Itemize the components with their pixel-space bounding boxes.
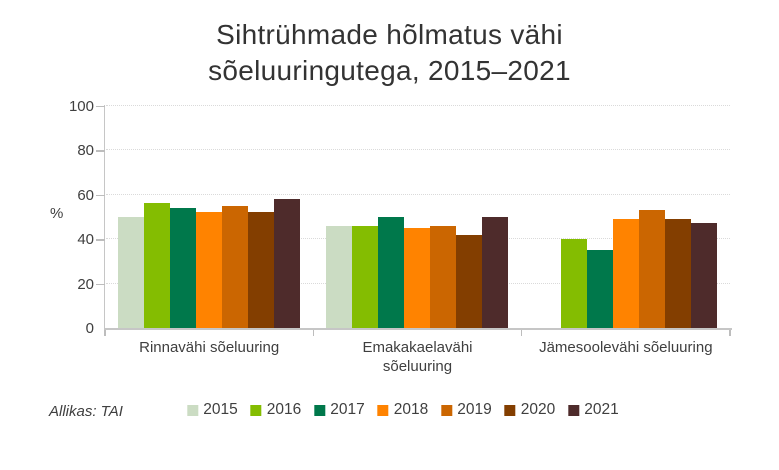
- legend-swatch-2016: [250, 404, 262, 416]
- legend-item-2021: 2021: [568, 401, 619, 419]
- bar-2021: [482, 216, 509, 328]
- bar-group-1: [105, 106, 313, 328]
- legend-item-2019: 2019: [441, 401, 492, 419]
- x-category-label-2: Emakakaelavähi sõeluuring: [362, 339, 473, 375]
- y-tick-label-60: 60: [77, 186, 94, 204]
- legend-label-2018: 2018: [393, 401, 429, 418]
- x-category-label-1: Rinnavähi sõeluuring: [139, 339, 280, 356]
- bar-2019: [222, 205, 249, 328]
- legend-swatch-2018: [377, 404, 389, 416]
- legend-swatch-2019: [441, 404, 453, 416]
- bar-2020: [248, 212, 275, 328]
- bar-2021: [690, 223, 717, 328]
- gridline-100: [106, 104, 730, 106]
- x-axis-line: [103, 328, 732, 331]
- chart-title-line1: Sihtrühmade hõlmatus vähi: [216, 19, 563, 50]
- legend-item-2017: 2017: [314, 401, 365, 419]
- legend-label-2020: 2020: [520, 401, 556, 418]
- bar-2017: [586, 250, 613, 328]
- legend-swatch-2015: [187, 404, 199, 416]
- bar-2019: [430, 225, 457, 328]
- x-tick-2: [520, 330, 523, 336]
- x-tick-1: [312, 330, 315, 336]
- legend-item-2015: 2015: [187, 401, 238, 419]
- y-tick-label-40: 40: [77, 231, 94, 249]
- chart-title-line2: sõeluuringutega, 2015–2021: [208, 55, 571, 86]
- legend-item-2018: 2018: [377, 401, 429, 419]
- legend-label-2015: 2015: [203, 401, 238, 418]
- gridline-80: [106, 149, 730, 150]
- y-tick-80: [96, 150, 105, 152]
- x-axis-labels: Rinnavähi sõeluuring Emakakaelavähi sõelu…: [105, 338, 730, 376]
- chart-title: Sihtrühmade hõlmatus vähi sõeluuringuteg…: [0, 17, 779, 89]
- legend-label-2017: 2017: [330, 401, 365, 418]
- y-tick-label-0: 0: [85, 320, 94, 338]
- x-tick-0: [104, 330, 106, 336]
- bar-group-2: [313, 106, 521, 328]
- bar-2017: [378, 216, 405, 328]
- bar-2016: [560, 239, 587, 328]
- legend-swatch-2017: [314, 404, 326, 416]
- bar-2018: [404, 227, 431, 328]
- bar-2017: [170, 207, 197, 328]
- bars-row: [105, 106, 730, 328]
- legend-swatch-2020: [504, 404, 516, 416]
- bar-2020: [456, 234, 483, 328]
- bar-2021: [274, 198, 301, 328]
- legend-label-2016: 2016: [266, 401, 302, 418]
- x-tick-3: [729, 330, 731, 336]
- legend: 2015 2016 2017 2018 2019 2020 2021: [187, 401, 619, 419]
- legend-item-2016: 2016: [250, 401, 302, 419]
- bar-2018: [196, 212, 223, 328]
- gridline-60: [106, 193, 730, 195]
- legend-label-2019: 2019: [457, 401, 492, 418]
- bar-group-3: [522, 106, 730, 328]
- y-tick-20: [96, 283, 105, 286]
- y-tick-60: [96, 194, 105, 197]
- x-category-label-3: Jämesoolevähi sõeluuring: [539, 339, 713, 356]
- bar-2016: [144, 203, 171, 328]
- y-tick-label-100: 100: [68, 97, 94, 115]
- y-tick-label-80: 80: [77, 142, 94, 160]
- bar-2018: [612, 218, 639, 328]
- legend-label-2021: 2021: [584, 401, 619, 418]
- legend-item-2020: 2020: [504, 401, 556, 419]
- bar-2016: [352, 225, 379, 328]
- y-tick-100: [96, 105, 105, 108]
- legend-swatch-2021: [568, 404, 580, 416]
- bar-2019: [638, 210, 665, 328]
- source-note: Allikas: TAI: [49, 403, 123, 420]
- y-axis-line: [103, 105, 106, 330]
- bar-2020: [664, 218, 691, 328]
- bar-2015: [326, 225, 353, 328]
- y-tick-label-20: 20: [77, 275, 94, 293]
- bar-2015: [118, 216, 145, 328]
- y-tick-40: [96, 239, 105, 241]
- plot-area: [105, 104, 730, 328]
- y-axis-unit-label: %: [50, 205, 64, 222]
